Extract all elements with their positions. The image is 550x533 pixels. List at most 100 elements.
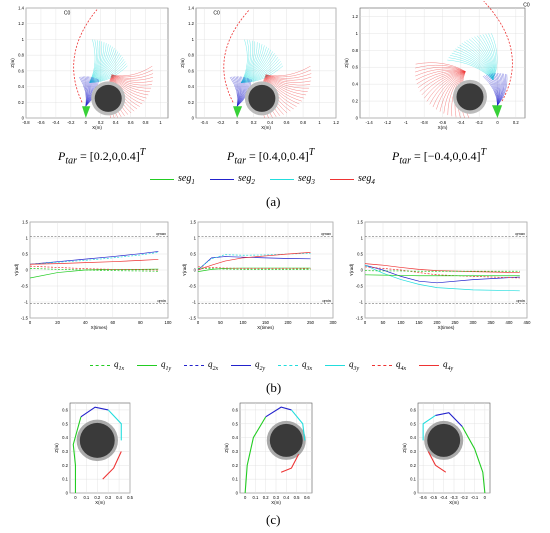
plot-c2-traces <box>244 406 306 494</box>
legend-b-item-6: q3y <box>325 358 359 372</box>
row-a-plots: -0.8 -0.6 -0.4 -0.2 0 0.2 0.4 0.6 0.8 1 0 0.2 0.4 0.6… <box>10 0 530 130</box>
plot-b2-series-1 <box>197 256 311 271</box>
plot-a3-seg3-trace <box>461 43 494 80</box>
plot-b1-xlabel: X(times) <box>91 325 108 330</box>
plot-c3-ytick-label: 0.2 <box>410 463 416 468</box>
plot-b1-traces: qmax qmin <box>29 231 168 304</box>
plot-a1-seg4-trace <box>111 69 153 78</box>
plot-b2-series-5 <box>197 267 311 272</box>
plot-a2-ytick-label: 0.4 <box>188 84 194 89</box>
legend-b-swatch <box>184 364 204 366</box>
plot-a3-seg2-trace <box>497 74 508 106</box>
plot-c2-xtick-label: 0.5 <box>294 495 300 500</box>
legend-a-item-1: seg1 <box>150 172 195 186</box>
plot-a1-ytick-label: 0.2 <box>18 100 24 105</box>
plot-c3-ytick-label: 0.5 <box>410 421 416 426</box>
plot-a1-xlabel: X(m) <box>92 125 102 130</box>
plot-b2-ytick-label: 0.5 <box>190 252 196 257</box>
legend-b-sub: 4x <box>400 365 407 372</box>
plot-a2-xtick-label: 1 <box>318 120 321 125</box>
plot-b2-ytick-label: 1 <box>194 236 197 241</box>
plot-b2-xtick-label: 0 <box>197 320 200 325</box>
plot-a1-ytick-label: 0.6 <box>18 68 24 73</box>
plot-b2-xtick-label: 100 <box>240 320 248 325</box>
plot-c1-xlabel: X(m) <box>95 500 105 505</box>
legend-b-swatch <box>137 364 157 366</box>
plot-a3-seg3-trace <box>479 34 494 80</box>
plot-a3-seg2-trace <box>484 75 498 106</box>
plot-b1-qmin-label: qmin <box>157 298 166 303</box>
plot-c3-seg2 <box>435 412 463 427</box>
plot-a3-xtick-label: -0.2 <box>476 120 484 125</box>
plot-a3-xlabel: X(m) <box>438 125 448 130</box>
plot-a1-seg4-trace <box>111 74 153 86</box>
plot-a1-xtick-label: -0.6 <box>37 120 45 125</box>
plot-b3-ytick-label: 0 <box>361 268 364 273</box>
legend-b-label: q1y <box>161 358 172 372</box>
plot-b2-axes: 0 50 100 150 200 250 300 -1.5 -1 -0.5 0 0.5 1 1.5 X(ti… <box>182 220 337 331</box>
plot-b1-qmax-label: qmax <box>156 231 166 236</box>
plot-a3-seg4-trace <box>447 71 466 116</box>
plot-c3-seg4 <box>427 451 447 473</box>
plot-b1-ytick-label: 0 <box>26 268 29 273</box>
legend-a-item-3: seg3 <box>270 172 315 186</box>
plot-a3-seg2-trace <box>497 73 502 106</box>
legend-b-item-8: q4y <box>419 358 453 372</box>
plot-a3-seg2-trace <box>497 73 501 106</box>
plot-a3-xtick-label: -0.8 <box>421 120 429 125</box>
plot-a1-xtick-label: 0.4 <box>113 120 119 125</box>
plot-b1-xtick-label: 0 <box>29 320 32 325</box>
plot-b3-ylabel: Y(rad) <box>349 263 354 276</box>
legend-b-label: q4y <box>443 358 454 372</box>
plot-a3-seg4-trace <box>415 65 466 72</box>
plot-b2-traces: qmax qmin <box>197 231 333 304</box>
plot-a3-xtick-label: -0.6 <box>439 120 447 125</box>
plot-a2-seg4-trace <box>265 74 302 102</box>
plot-a1-xtick-label: -0.4 <box>52 120 60 125</box>
plot-c3-xtick-label: -0.4 <box>440 495 448 500</box>
plot-c2-obstacle-core <box>269 423 303 457</box>
legend-row-b: q1x q1y q2x q2y q3x q3y q4x q4y <box>90 358 470 372</box>
plot-a2-seg4-trace <box>265 74 310 89</box>
plot-a3-seg4-trace <box>415 68 466 77</box>
plot-c1-ylabel: Z(m) <box>54 443 59 453</box>
plot-c2-xtick-label: 0.6 <box>304 495 310 500</box>
legend-b-swatch <box>419 364 439 366</box>
plot-a3-ytick-label: 1.2 <box>352 14 358 19</box>
plot-b3-ytick-label: -0.5 <box>356 284 364 289</box>
plot-c3-obstacle-core <box>427 423 461 457</box>
legend-a-swatch <box>270 178 294 180</box>
caption-a3: Ptar = [−0.4,0,0.4]T <box>392 147 487 167</box>
plot-a2-ytick-label: 0.6 <box>188 68 194 73</box>
plot-a2-boundary-c0 <box>223 9 250 103</box>
plot-b1-xtick-label: 60 <box>110 320 115 325</box>
plot-b3-axes: 0 50 100 150 200 250 300 350 400 450 -1.5 -1 -0.5 0 0.… <box>349 220 531 331</box>
plot-a3-seg2-trace <box>482 75 498 106</box>
plot-a3-seg2-trace <box>487 74 498 106</box>
plot-c2-ytick-label: 0.3 <box>232 449 238 454</box>
plot-c1-obstacle-core <box>79 422 115 458</box>
plot-b2-ylabel: Y(rad) <box>182 263 187 276</box>
plot-a1-boundary-c0 <box>73 9 98 103</box>
plot-a3-ytick-label: 0.6 <box>352 65 358 70</box>
plot-a3-seg3-trace <box>464 41 494 80</box>
plot-a3-seg3-trace <box>491 33 498 80</box>
plot-a3-boundary-c0 <box>483 0 513 102</box>
plot-a1-xtick-label: 1 <box>159 120 162 125</box>
plot-a3-ytick-label: 0.4 <box>352 82 358 87</box>
plot-b1-xtick-label: 40 <box>83 320 88 325</box>
legend-a-sub: 2 <box>251 177 255 186</box>
plot-b2-xtick-label: 200 <box>285 320 293 325</box>
plot-c3-xtick-label: -0.6 <box>420 495 428 500</box>
plot-b3-ytick-label: 0.5 <box>357 252 363 257</box>
plot-b3-xtick-label: 200 <box>434 320 442 325</box>
plot-b1-series-2 <box>29 252 159 265</box>
plot-b1-ytick-label: 1.5 <box>22 220 28 225</box>
plot-b1-xtick-label: 80 <box>138 320 143 325</box>
plot-a3-seg2-trace <box>493 73 500 106</box>
plot-b2-ytick-label: -1 <box>192 300 196 305</box>
plot-a3-seg4-trace <box>424 71 466 99</box>
plot-c3-traces <box>422 412 486 494</box>
plot-a3-seg2-trace <box>490 73 499 106</box>
plot-c3-xtick-label: 0 <box>484 495 487 500</box>
